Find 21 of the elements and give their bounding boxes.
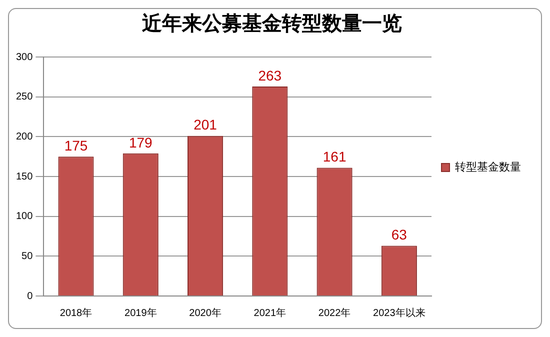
x-tick-label: 2018年 <box>60 306 92 319</box>
x-tick-label: 2022年 <box>318 306 351 319</box>
x-tick-label: 2020年 <box>189 306 222 319</box>
x-tick-label: 2021年 <box>254 306 286 319</box>
y-tick-label: 0 <box>27 290 34 302</box>
x-tick-label: 2023年以来 <box>373 306 426 319</box>
y-tick-label: 150 <box>16 171 34 182</box>
data-label: 161 <box>322 148 346 165</box>
y-tick-label: 300 <box>16 52 34 63</box>
data-label: 63 <box>391 226 408 243</box>
x-tick-label: 2019年 <box>124 306 157 319</box>
data-label: 175 <box>64 137 88 154</box>
y-tick-label: 100 <box>16 211 34 222</box>
legend-label: 转型基金数量 <box>455 160 521 174</box>
data-label: 263 <box>258 67 282 84</box>
y-tick-label: 50 <box>22 250 34 262</box>
chart-title: 近年来公募基金转型数量一览 <box>141 11 402 36</box>
data-label: 201 <box>194 116 218 133</box>
data-label: 179 <box>128 134 153 150</box>
y-tick-label: 250 <box>16 92 34 103</box>
y-tick-label: 200 <box>16 131 34 142</box>
